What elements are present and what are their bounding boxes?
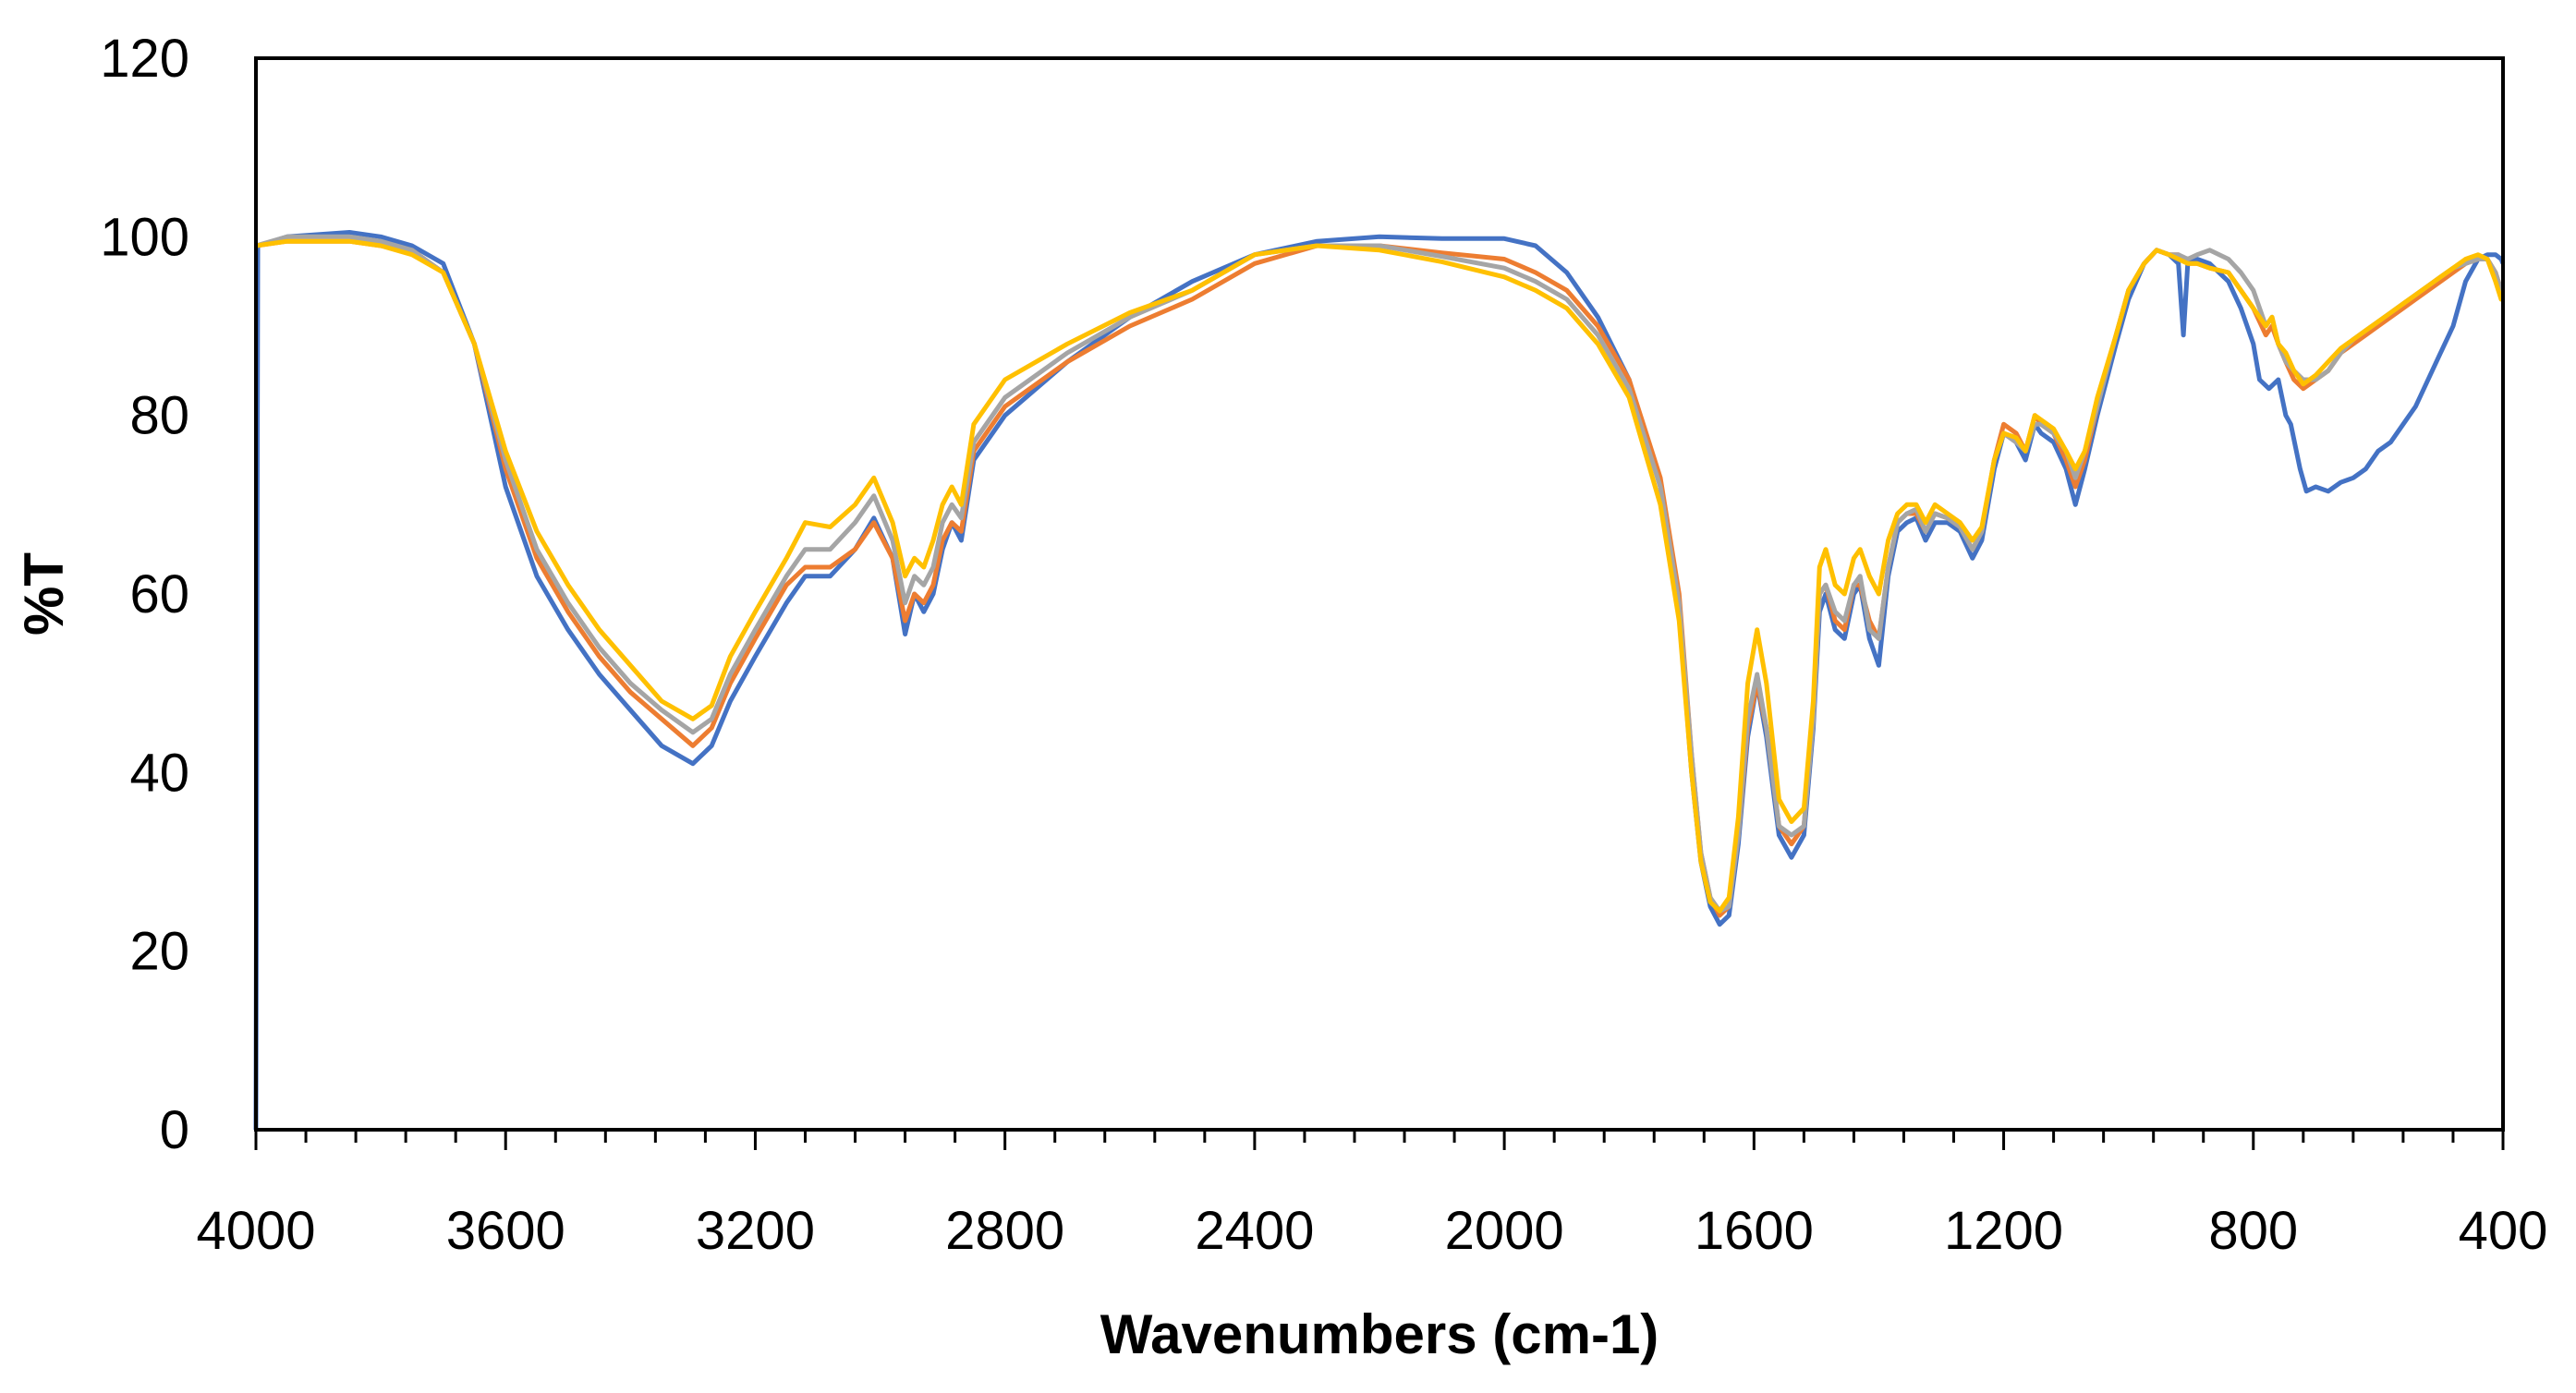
x-axis-title: Wavenumbers (cm-1)	[1100, 1303, 1659, 1365]
series-layer	[253, 230, 2506, 1131]
x-tick-marks	[254, 1130, 2505, 1150]
plot-frame	[254, 56, 2505, 1132]
x-tick-label: 1600	[1695, 1201, 1814, 1261]
y-tick-label: 100	[100, 207, 189, 267]
x-tick-label: 3600	[446, 1201, 565, 1261]
y-tick-label: 20	[129, 922, 189, 982]
y-tick-label: 0	[160, 1100, 189, 1160]
y-axis-title: %T	[13, 552, 75, 636]
x-tick-label: 2000	[1445, 1201, 1564, 1261]
x-tick-label: 3200	[696, 1201, 815, 1261]
y-tick-label: 60	[129, 564, 189, 624]
series-line-orange	[255, 238, 2504, 918]
series-line-yellow	[255, 238, 2504, 914]
y-tick-label: 120	[100, 29, 189, 89]
x-tick-label: 4000	[196, 1201, 315, 1261]
x-tick-label: 2400	[1195, 1201, 1314, 1261]
x-tick-label: 400	[2459, 1201, 2548, 1261]
x-tick-labels: 4000 3600 3200 2800 2400 2000 1600 1200 800 400	[196, 1201, 2547, 1261]
y-tick-label: 80	[129, 386, 189, 446]
x-tick-label: 2800	[945, 1201, 1064, 1261]
y-tick-labels: 0 20 40 60 80 100 120	[100, 29, 189, 1160]
series-line-blue	[253, 230, 2506, 1131]
x-tick-label: 1200	[1944, 1201, 2063, 1261]
y-tick-label: 40	[129, 743, 189, 803]
series-line-gray	[255, 234, 2504, 914]
x-tick-label: 800	[2208, 1201, 2298, 1261]
